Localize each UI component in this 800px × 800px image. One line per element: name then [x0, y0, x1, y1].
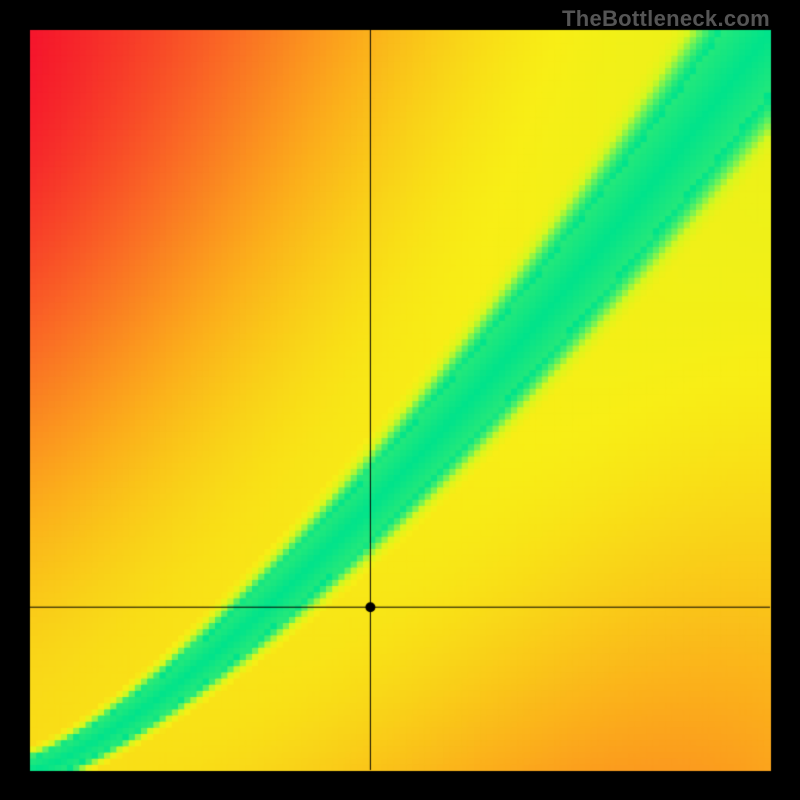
- chart-frame: TheBottleneck.com: [0, 0, 800, 800]
- watermark-text: TheBottleneck.com: [562, 6, 770, 32]
- bottleneck-heatmap: [0, 0, 800, 800]
